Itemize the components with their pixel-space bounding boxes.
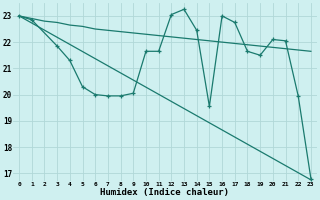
X-axis label: Humidex (Indice chaleur): Humidex (Indice chaleur) [100, 188, 229, 197]
